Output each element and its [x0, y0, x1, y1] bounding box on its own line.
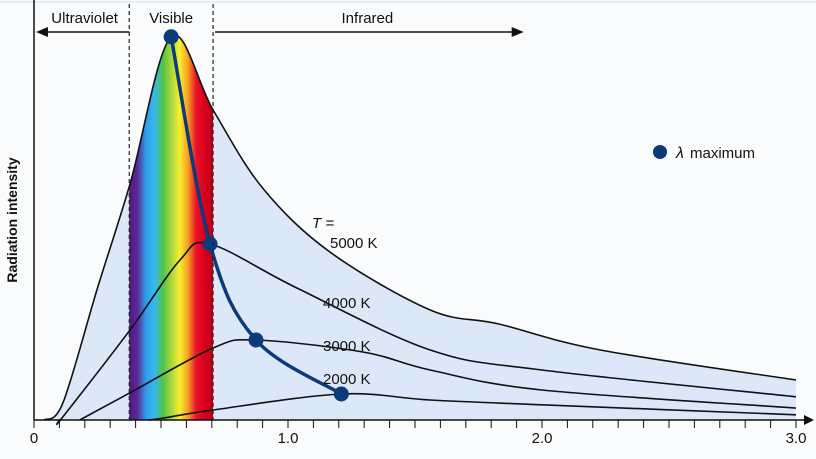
maximum-point [333, 386, 349, 402]
legend-maximum-dot [653, 145, 667, 159]
region-label-visible: Visible [149, 10, 193, 27]
ultraviolet-arrowhead [36, 27, 48, 37]
infrared-arrowhead [511, 27, 524, 37]
x-tick-label: 0 [30, 430, 38, 447]
legend: λ maximum [653, 145, 755, 162]
x-tick-label: 3.0 [786, 430, 807, 447]
x-tick-label: 1.0 [278, 430, 299, 447]
curve-4000k [56, 241, 797, 426]
curve-label: 5000 K [330, 235, 378, 252]
curve-5000k [43, 34, 797, 421]
region-label-infrared: Infrared [342, 10, 394, 27]
y-axis-label: Radiation intensity [4, 157, 20, 282]
maximum-point [163, 29, 179, 45]
maximum-point [202, 236, 218, 252]
x-tick-label: 2.0 [532, 430, 553, 447]
x-axis-arrow [804, 415, 814, 425]
maximum-point [248, 332, 264, 348]
curve-label: 4000 K [323, 295, 371, 312]
region-label-ultraviolet: Ultraviolet [51, 10, 119, 27]
temperature-prefix: T = [312, 215, 334, 232]
legend-lambda: λ [675, 145, 684, 162]
legend-label: maximum [690, 145, 755, 162]
curve-2000k [148, 392, 797, 421]
curve-3000k [79, 338, 797, 421]
curve-label: 2000 K [323, 371, 371, 388]
area-under-5000k [44, 35, 797, 421]
maxima-curve [169, 36, 343, 396]
curve-label: 3000 K [323, 338, 371, 355]
